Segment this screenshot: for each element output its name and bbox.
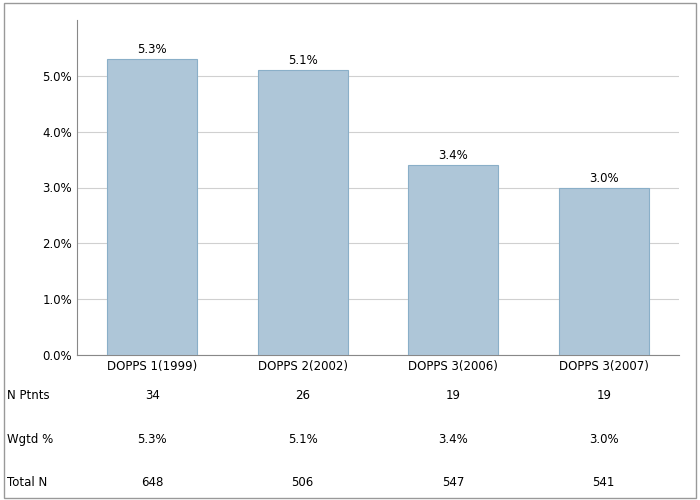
Text: Total N: Total N: [7, 476, 48, 489]
Text: 19: 19: [596, 389, 611, 402]
Text: 506: 506: [292, 476, 314, 489]
Text: 26: 26: [295, 389, 310, 402]
Text: 5.3%: 5.3%: [137, 44, 167, 57]
Text: Wgtd %: Wgtd %: [7, 432, 53, 446]
Text: 541: 541: [593, 476, 615, 489]
Text: 5.3%: 5.3%: [137, 432, 167, 446]
Text: 3.0%: 3.0%: [589, 172, 619, 184]
Text: 34: 34: [145, 389, 160, 402]
Text: 547: 547: [442, 476, 464, 489]
Text: 3.4%: 3.4%: [438, 150, 468, 162]
Text: 19: 19: [446, 389, 461, 402]
Text: 3.0%: 3.0%: [589, 432, 619, 446]
Bar: [107, 59, 197, 355]
Text: 648: 648: [141, 476, 163, 489]
Text: N Ptnts: N Ptnts: [7, 389, 50, 402]
Bar: [408, 165, 498, 355]
Text: 5.1%: 5.1%: [288, 432, 318, 446]
Bar: [559, 188, 649, 355]
Bar: [258, 70, 348, 355]
Text: 3.4%: 3.4%: [438, 432, 468, 446]
Text: 5.1%: 5.1%: [288, 54, 318, 68]
